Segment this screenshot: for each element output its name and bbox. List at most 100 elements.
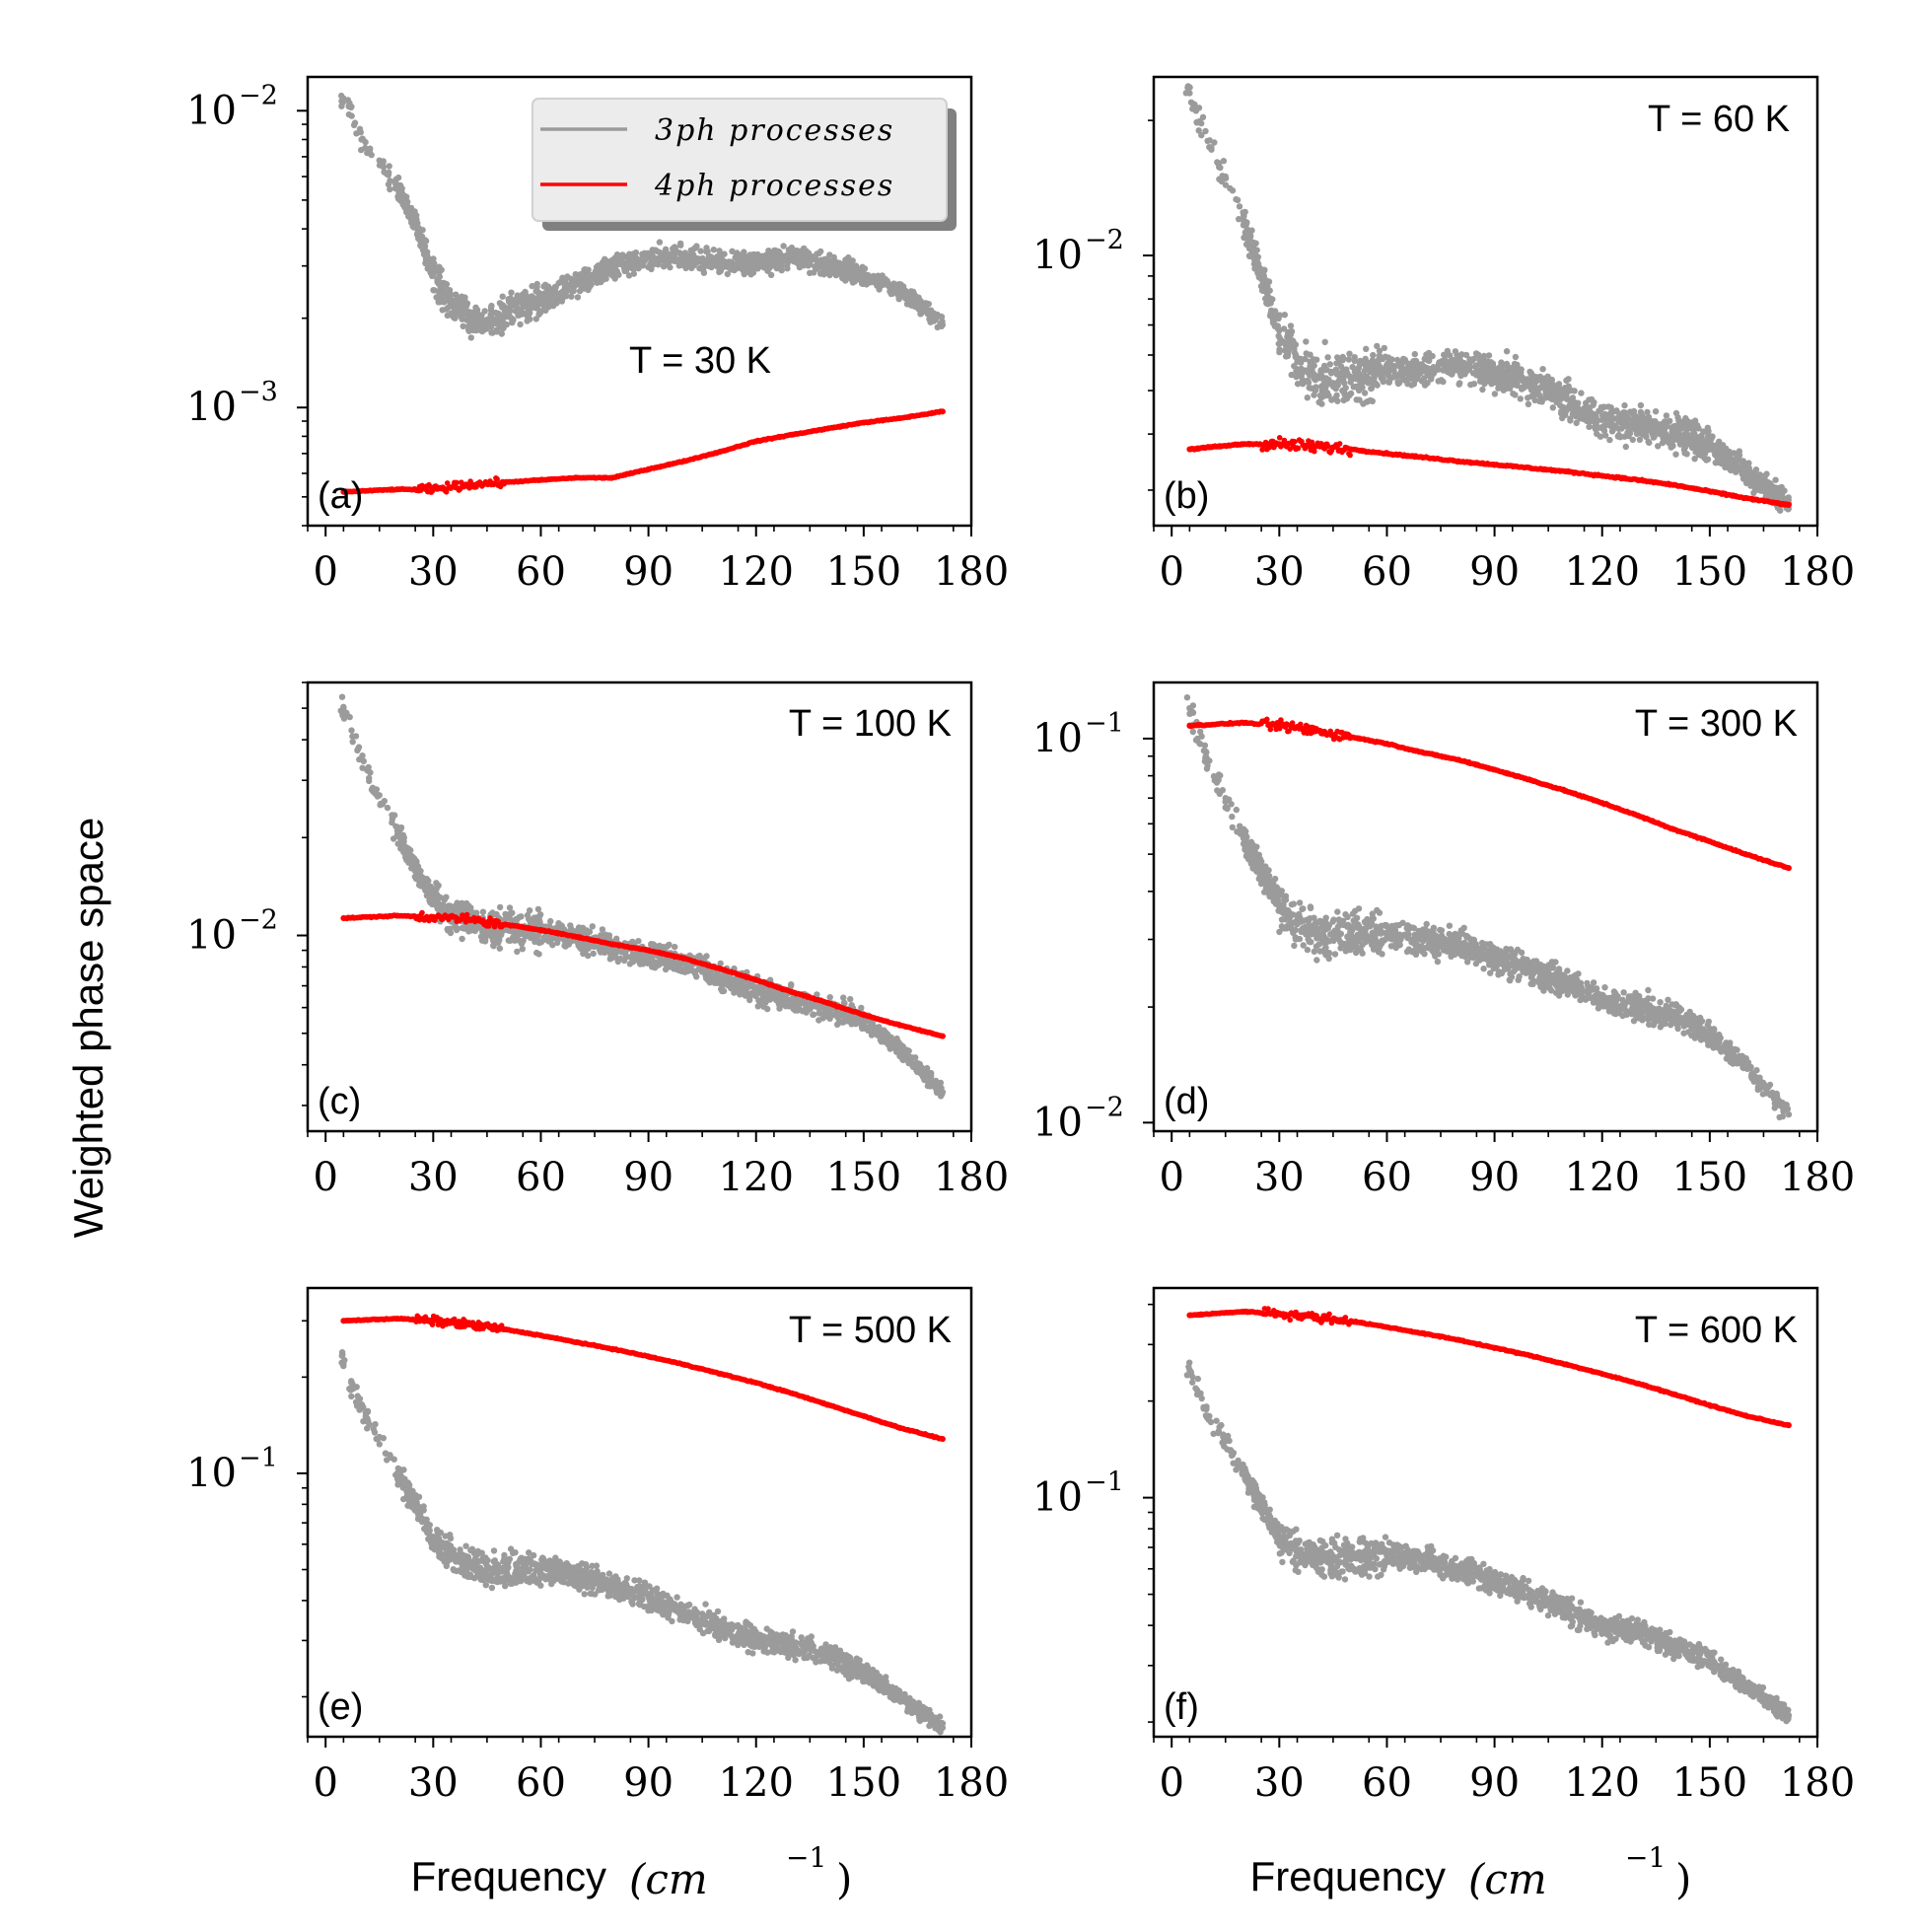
data-point-3ph	[1536, 385, 1543, 392]
data-point-3ph	[454, 925, 461, 932]
data-point-3ph	[842, 267, 850, 274]
data-point-3ph	[1304, 367, 1312, 374]
data-point-3ph	[1321, 338, 1328, 345]
x-tick-label: 180	[934, 549, 1009, 595]
data-point-3ph	[699, 255, 706, 263]
data-point-3ph	[415, 235, 422, 243]
data-point-4ph	[459, 479, 464, 486]
data-point-3ph	[1334, 354, 1341, 361]
data-point-3ph	[821, 262, 829, 269]
data-point-3ph	[807, 260, 814, 267]
data-point-4ph	[1347, 452, 1353, 459]
data-point-3ph	[1435, 366, 1443, 373]
data-point-3ph	[847, 995, 854, 1003]
data-point-3ph	[1680, 417, 1688, 425]
data-point-3ph	[1672, 451, 1679, 458]
data-point-3ph	[639, 250, 646, 257]
data-point-3ph	[1525, 400, 1532, 407]
data-point-3ph	[1346, 391, 1353, 398]
data-point-3ph	[1736, 452, 1743, 459]
data-point-3ph	[1286, 336, 1293, 343]
data-point-3ph	[1714, 456, 1722, 463]
data-point-3ph	[1644, 408, 1651, 416]
data-point-3ph	[513, 303, 521, 311]
data-point-3ph	[414, 229, 421, 236]
data-point-3ph	[1236, 203, 1243, 210]
data-point-3ph	[446, 294, 453, 302]
data-point-3ph	[857, 271, 865, 278]
data-point-3ph	[1646, 439, 1653, 446]
data-point-3ph	[573, 275, 580, 282]
data-point-3ph	[648, 265, 655, 273]
data-point-3ph	[1331, 383, 1338, 390]
data-point-3ph	[460, 309, 466, 316]
data-point-3ph	[704, 249, 711, 255]
data-point-3ph	[1222, 181, 1230, 188]
data-point-3ph	[1756, 481, 1763, 488]
y-tick-label: 10 −2	[186, 80, 278, 133]
data-point-3ph	[1322, 375, 1330, 382]
data-point-3ph	[523, 291, 530, 299]
data-point-3ph	[1701, 455, 1708, 462]
series-4ph	[340, 408, 946, 495]
data-point-3ph	[868, 273, 875, 280]
legend-box	[532, 98, 948, 222]
data-point-3ph	[830, 265, 838, 272]
data-point-3ph	[517, 321, 524, 328]
data-point-3ph	[1650, 432, 1657, 439]
data-point-3ph	[552, 288, 559, 295]
temperature-label: T = 60 K	[1648, 99, 1790, 140]
data-point-3ph	[650, 260, 657, 268]
data-point-3ph	[419, 246, 427, 252]
data-point-3ph	[1391, 372, 1399, 380]
data-point-3ph	[1607, 411, 1614, 418]
data-point-3ph	[843, 275, 850, 283]
data-point-3ph	[1353, 384, 1360, 391]
data-point-3ph	[499, 325, 506, 332]
data-point-3ph	[404, 198, 411, 205]
data-point-3ph	[748, 264, 756, 272]
data-point-3ph	[507, 295, 514, 302]
y-tick-label: 10 −3	[186, 377, 278, 430]
data-point-3ph	[532, 305, 539, 312]
data-point-3ph	[1520, 374, 1526, 382]
data-point-3ph	[717, 267, 724, 275]
x-tick-label: 60	[516, 549, 566, 595]
data-point-3ph	[599, 926, 606, 933]
data-point-3ph	[693, 256, 700, 263]
data-point-3ph	[1491, 391, 1499, 397]
data-point-3ph	[630, 250, 637, 257]
data-point-3ph	[1304, 394, 1312, 401]
data-point-3ph	[1195, 127, 1202, 134]
data-point-3ph	[562, 275, 569, 282]
data-point-3ph	[473, 306, 481, 314]
data-point-3ph	[525, 306, 532, 313]
data-point-3ph	[1294, 381, 1302, 388]
data-point-3ph	[387, 178, 393, 184]
data-point-3ph	[1481, 370, 1488, 377]
data-point-3ph	[1524, 376, 1531, 383]
data-point-3ph	[590, 950, 597, 958]
data-point-3ph	[649, 247, 656, 253]
data-point-4ph	[1281, 437, 1288, 444]
data-point-3ph	[887, 284, 893, 291]
data-point-3ph	[1505, 371, 1513, 378]
data-point-3ph	[1684, 434, 1691, 442]
data-point-3ph	[785, 247, 793, 253]
data-point-3ph	[519, 946, 526, 953]
data-point-3ph	[1376, 347, 1384, 354]
data-point-3ph	[619, 251, 626, 258]
data-point-3ph	[559, 294, 566, 301]
data-point-3ph	[535, 310, 543, 317]
series-3ph	[338, 92, 947, 341]
data-point-3ph	[545, 288, 552, 295]
data-point-3ph	[1287, 322, 1295, 329]
y-axis-label: Weighted phase space	[65, 818, 111, 1239]
data-point-3ph	[1420, 375, 1428, 382]
data-point-3ph	[1556, 401, 1564, 409]
data-point-3ph	[1299, 381, 1307, 388]
data-point-3ph	[1551, 385, 1558, 392]
data-point-3ph	[1495, 385, 1502, 392]
